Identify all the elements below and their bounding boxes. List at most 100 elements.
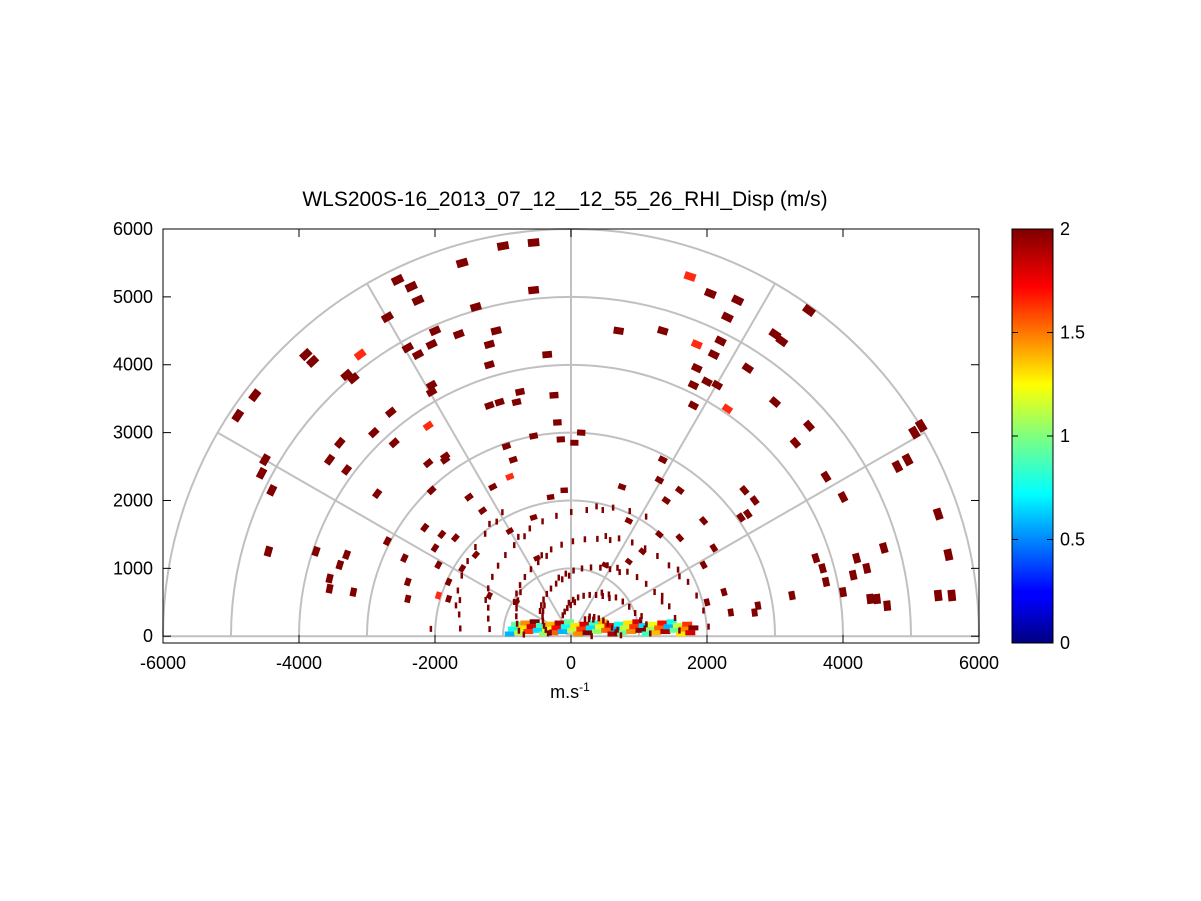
colorbar-tick-label: 0.5 <box>1060 530 1085 550</box>
near-range-cell <box>594 591 598 598</box>
ground-return-cell <box>635 627 646 633</box>
data-cell <box>490 326 502 336</box>
near-range-cell <box>466 558 469 565</box>
ground-return-cell <box>517 625 528 631</box>
data-cell <box>382 536 393 547</box>
data-cell <box>802 419 816 432</box>
near-range-cell <box>515 590 518 597</box>
near-range-cell <box>474 544 477 551</box>
data-cell <box>703 287 717 300</box>
ground-return-cell <box>647 621 658 627</box>
near-range-cell <box>686 578 690 585</box>
near-range-cell <box>458 597 462 604</box>
y-tick-label: 2000 <box>113 490 153 510</box>
data-cell <box>656 325 669 336</box>
data-cell <box>883 600 892 612</box>
near-range-cell <box>628 508 631 515</box>
ground-return-cell <box>588 620 599 626</box>
chart-title: WLS200S-16_2013_07_12__12_55_26_RHI_Disp… <box>302 188 828 211</box>
near-range-cell <box>560 541 563 548</box>
near-range-cell <box>597 615 601 622</box>
data-cell <box>403 577 412 587</box>
data-cell <box>404 280 418 293</box>
data-cell <box>439 451 451 462</box>
data-cell <box>340 368 354 382</box>
colorbar-tick-label: 1 <box>1060 426 1070 446</box>
near-range-cell <box>588 591 591 598</box>
near-range-cell <box>608 566 612 573</box>
data-cell <box>455 257 469 269</box>
data-cell <box>837 491 849 504</box>
ground-return-cell <box>685 630 696 636</box>
x-axis-label: m.s-1 <box>550 680 590 702</box>
data-cell <box>341 464 353 476</box>
near-range-cell <box>667 603 671 610</box>
data-cell <box>556 436 566 443</box>
near-range-cell <box>542 622 546 629</box>
near-range-cell <box>702 607 705 614</box>
near-range-cell <box>459 625 462 632</box>
ground-return-cell <box>591 629 602 635</box>
near-range-cell <box>616 564 619 571</box>
near-range-cell <box>517 627 521 634</box>
data-cell <box>638 547 647 556</box>
near-range-cell <box>512 542 516 549</box>
data-cell <box>425 338 438 350</box>
ground-return-cell <box>582 630 593 636</box>
data-cell <box>560 487 569 494</box>
data-cell <box>508 455 518 464</box>
x-tick-label: 4000 <box>823 653 863 673</box>
data-cell <box>720 587 728 597</box>
data-cell <box>703 598 711 607</box>
near-range-cell <box>543 602 546 609</box>
near-range-cell <box>595 503 598 510</box>
data-cell <box>933 589 943 602</box>
data-cell <box>511 397 522 407</box>
data-cell <box>367 426 380 439</box>
data-cell <box>818 563 827 574</box>
ground-return-cell <box>688 625 699 631</box>
near-range-cell <box>456 587 460 594</box>
near-range-cell <box>600 589 604 596</box>
polar-grid-spoke <box>570 431 925 638</box>
y-tick-label: 1000 <box>113 558 153 578</box>
near-range-cell <box>576 594 580 601</box>
data-cell <box>231 408 245 423</box>
data-cell <box>469 302 482 313</box>
near-range-cell <box>529 566 533 573</box>
data-cell <box>749 495 760 506</box>
data-cell <box>411 294 425 307</box>
near-range-cell <box>483 530 487 537</box>
near-range-cell <box>619 632 623 639</box>
data-cell <box>721 403 734 415</box>
data-cell <box>422 457 434 469</box>
near-range-cell <box>573 599 577 606</box>
data-cell <box>485 591 494 600</box>
near-range-cell <box>566 605 569 612</box>
data-cell <box>654 475 665 485</box>
near-range-cell <box>523 573 527 580</box>
polar-grid-spoke <box>217 431 572 638</box>
near-range-cell <box>561 612 565 619</box>
near-range-cell <box>644 580 648 587</box>
data-cell <box>390 273 405 286</box>
data-cell <box>404 594 412 604</box>
data-cell <box>683 271 697 282</box>
data-cell <box>353 348 367 361</box>
near-range-cell <box>589 564 593 571</box>
ground-return-cell <box>626 629 637 635</box>
data-cell <box>527 285 540 295</box>
near-range-cell <box>592 616 595 623</box>
data-cell <box>513 598 521 607</box>
data-cell <box>529 513 538 521</box>
data-cell <box>675 533 685 543</box>
near-range-cell <box>583 536 587 543</box>
near-range-cell <box>660 592 664 599</box>
near-range-cell <box>572 567 575 574</box>
ground-return-cell <box>644 626 655 632</box>
data-cell <box>549 391 559 399</box>
near-range-cell <box>518 582 522 589</box>
data-cell <box>820 470 832 483</box>
data-cell <box>420 522 430 533</box>
